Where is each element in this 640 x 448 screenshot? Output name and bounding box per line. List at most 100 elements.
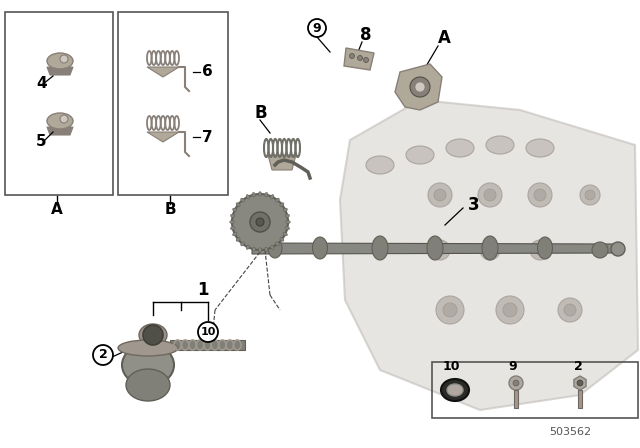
- Ellipse shape: [122, 344, 174, 386]
- Text: 4: 4: [36, 77, 47, 91]
- Circle shape: [585, 190, 595, 200]
- Circle shape: [503, 303, 517, 317]
- Ellipse shape: [271, 245, 274, 250]
- Circle shape: [232, 194, 288, 250]
- Circle shape: [60, 115, 68, 123]
- Ellipse shape: [265, 247, 268, 251]
- Ellipse shape: [276, 198, 279, 202]
- Ellipse shape: [276, 242, 279, 246]
- Ellipse shape: [280, 202, 284, 207]
- Text: 9: 9: [313, 22, 321, 34]
- Circle shape: [480, 240, 500, 260]
- Circle shape: [509, 376, 523, 390]
- Circle shape: [93, 345, 113, 365]
- Ellipse shape: [271, 194, 274, 199]
- Circle shape: [143, 325, 163, 345]
- Ellipse shape: [126, 369, 170, 401]
- Text: 8: 8: [360, 26, 371, 44]
- Ellipse shape: [285, 214, 289, 217]
- Text: 1: 1: [197, 281, 209, 299]
- Ellipse shape: [526, 139, 554, 157]
- Polygon shape: [147, 67, 179, 77]
- Text: 5: 5: [36, 134, 47, 150]
- Circle shape: [530, 240, 550, 260]
- Polygon shape: [147, 132, 179, 142]
- Ellipse shape: [230, 227, 235, 230]
- Polygon shape: [252, 243, 620, 254]
- Bar: [5, 12, 113, 195]
- Text: B: B: [255, 104, 268, 122]
- Text: 2: 2: [574, 361, 583, 374]
- Text: 2: 2: [99, 349, 108, 362]
- Polygon shape: [47, 67, 73, 75]
- Ellipse shape: [538, 237, 552, 259]
- Ellipse shape: [259, 192, 262, 196]
- Circle shape: [577, 380, 583, 386]
- Text: 9: 9: [508, 361, 516, 374]
- Ellipse shape: [139, 324, 167, 346]
- Circle shape: [198, 322, 218, 342]
- Circle shape: [528, 183, 552, 207]
- Ellipse shape: [441, 379, 469, 401]
- Ellipse shape: [285, 220, 291, 224]
- Circle shape: [428, 183, 452, 207]
- Text: 3: 3: [468, 196, 479, 214]
- Ellipse shape: [285, 227, 289, 230]
- Circle shape: [580, 185, 600, 205]
- Circle shape: [535, 245, 545, 255]
- Circle shape: [364, 57, 369, 63]
- Circle shape: [478, 183, 502, 207]
- Bar: [118, 12, 228, 195]
- Bar: [170, 340, 245, 350]
- Ellipse shape: [486, 136, 514, 154]
- Polygon shape: [344, 48, 374, 70]
- Circle shape: [484, 189, 496, 201]
- Circle shape: [564, 304, 576, 316]
- Ellipse shape: [406, 146, 434, 164]
- Ellipse shape: [265, 193, 268, 197]
- Ellipse shape: [259, 248, 262, 252]
- Circle shape: [496, 296, 524, 324]
- Bar: [432, 362, 638, 418]
- Circle shape: [415, 82, 425, 92]
- Circle shape: [349, 53, 355, 59]
- Circle shape: [436, 296, 464, 324]
- Text: B: B: [164, 202, 176, 216]
- Ellipse shape: [366, 156, 394, 174]
- Circle shape: [513, 380, 519, 386]
- Polygon shape: [340, 100, 638, 410]
- Text: A: A: [438, 29, 451, 47]
- Ellipse shape: [246, 194, 250, 199]
- Text: 7: 7: [202, 129, 212, 145]
- Circle shape: [558, 298, 582, 322]
- Ellipse shape: [230, 214, 235, 217]
- Polygon shape: [268, 155, 296, 170]
- Circle shape: [443, 303, 457, 317]
- Ellipse shape: [482, 236, 498, 260]
- Ellipse shape: [233, 233, 237, 236]
- Ellipse shape: [246, 245, 250, 250]
- Circle shape: [358, 56, 362, 60]
- Text: 10: 10: [443, 361, 461, 374]
- Ellipse shape: [283, 208, 287, 211]
- Ellipse shape: [47, 113, 73, 129]
- Ellipse shape: [268, 238, 282, 258]
- Ellipse shape: [118, 340, 178, 356]
- Ellipse shape: [372, 236, 388, 260]
- Ellipse shape: [280, 237, 284, 241]
- Text: 6: 6: [202, 65, 212, 79]
- Ellipse shape: [592, 242, 608, 258]
- Polygon shape: [47, 127, 73, 135]
- Ellipse shape: [252, 247, 255, 251]
- Circle shape: [434, 189, 446, 201]
- Ellipse shape: [611, 242, 625, 256]
- Ellipse shape: [427, 236, 443, 260]
- Circle shape: [534, 189, 546, 201]
- Ellipse shape: [241, 198, 244, 202]
- Ellipse shape: [236, 202, 240, 207]
- Polygon shape: [395, 64, 442, 110]
- Ellipse shape: [230, 220, 234, 224]
- Ellipse shape: [283, 233, 287, 236]
- Circle shape: [485, 245, 495, 255]
- Circle shape: [250, 212, 270, 232]
